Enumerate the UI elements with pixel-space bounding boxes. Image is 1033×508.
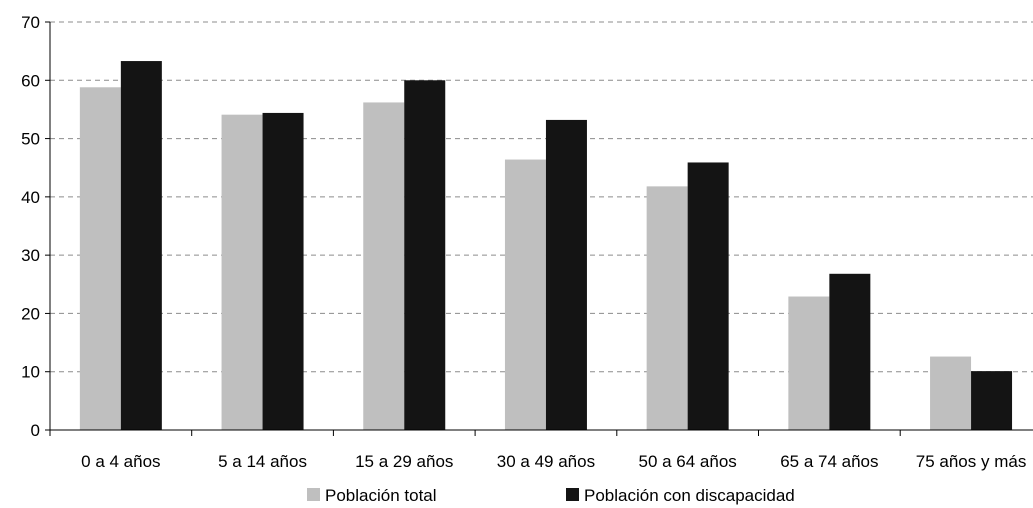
bar-discapacidad-0 xyxy=(120,61,162,431)
bar-discapacidad-4 xyxy=(687,162,729,430)
x-tick-label-3: 30 a 49 años xyxy=(497,452,595,471)
axes xyxy=(49,22,1033,436)
y-tick-label-30: 30 xyxy=(21,246,40,265)
legend-swatch-0 xyxy=(307,488,320,501)
legend-swatch-1 xyxy=(566,488,579,501)
legend-label-1: Población con discapacidad xyxy=(584,486,795,505)
x-tick-label-6: 75 años y más xyxy=(916,452,1027,471)
legend-label-0: Población total xyxy=(325,486,437,505)
y-tick-labels: 0 10 20 30 40 50 60 70 xyxy=(21,13,50,440)
x-tick-label-4: 50 a 64 años xyxy=(638,452,736,471)
x-tick-label-2: 15 a 29 años xyxy=(355,452,453,471)
bar-total-0 xyxy=(79,87,121,430)
y-tick-label-10: 10 xyxy=(21,363,40,382)
bar-discapacidad-1 xyxy=(262,112,304,430)
bar-discapacidad-3 xyxy=(545,119,587,431)
y-tick-label-20: 20 xyxy=(21,304,40,323)
y-tick-label-70: 70 xyxy=(21,13,40,32)
y-tick-label-0: 0 xyxy=(31,421,40,440)
y-tick-label-60: 60 xyxy=(21,71,40,90)
bar-total-2 xyxy=(363,102,405,430)
y-tick-label-40: 40 xyxy=(21,188,40,207)
bar-discapacidad-5 xyxy=(829,273,871,430)
bar-total-4 xyxy=(646,186,688,430)
x-tick-label-0: 0 a 4 años xyxy=(81,452,160,471)
bar-discapacidad-6 xyxy=(971,371,1013,430)
bar-discapacidad-2 xyxy=(404,80,446,431)
x-tick-label-1: 5 a 14 años xyxy=(218,452,307,471)
bar-total-1 xyxy=(221,114,263,430)
legend: Población total Población con discapacida… xyxy=(307,486,795,505)
x-tick-labels: 0 a 4 años 5 a 14 años 15 a 29 años 30 a 49… xyxy=(81,452,1026,471)
bar-total-6 xyxy=(930,356,972,430)
y-tick-label-50: 50 xyxy=(21,130,40,149)
bars xyxy=(79,61,1013,431)
bar-total-5 xyxy=(788,296,830,430)
x-tick-label-5: 65 a 74 años xyxy=(780,452,878,471)
bar-total-3 xyxy=(504,159,546,430)
